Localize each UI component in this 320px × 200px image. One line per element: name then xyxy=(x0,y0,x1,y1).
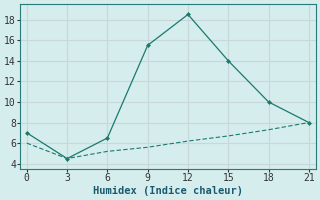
X-axis label: Humidex (Indice chaleur): Humidex (Indice chaleur) xyxy=(93,186,243,196)
